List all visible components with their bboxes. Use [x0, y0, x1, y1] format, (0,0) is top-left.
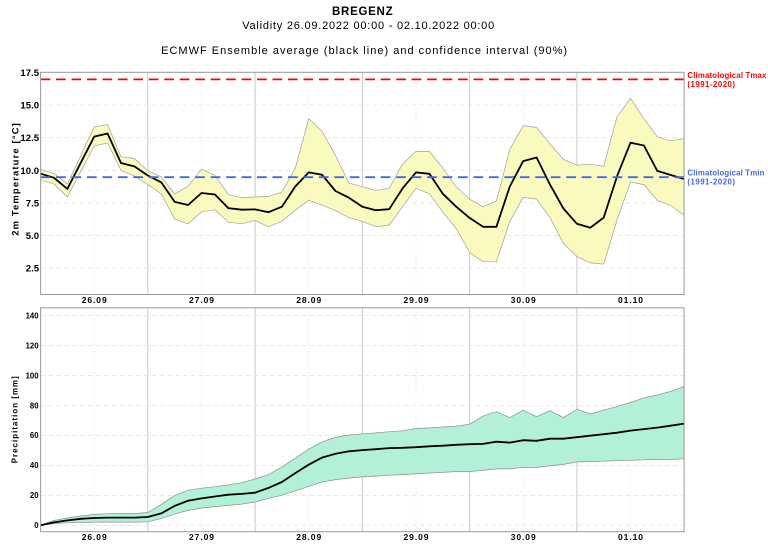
svg-text:Validity 26.09.2022 00:00 - 02: Validity 26.09.2022 00:00 - 02.10.2022 0… — [242, 20, 494, 32]
svg-text:26.09: 26.09 — [82, 532, 107, 542]
svg-text:120: 120 — [26, 341, 40, 350]
svg-text:100: 100 — [26, 371, 40, 380]
svg-text:01.10: 01.10 — [618, 295, 643, 305]
svg-text:ECMWF Ensemble average (black: ECMWF Ensemble average (black line) and … — [161, 45, 567, 57]
svg-text:29.09: 29.09 — [404, 295, 429, 305]
svg-text:2.5: 2.5 — [26, 264, 40, 275]
svg-text:(1991-2020): (1991-2020) — [687, 178, 735, 187]
svg-text:0: 0 — [34, 521, 39, 530]
svg-text:01.10: 01.10 — [618, 532, 643, 542]
svg-text:30.09: 30.09 — [511, 532, 536, 542]
svg-text:7.5: 7.5 — [26, 198, 40, 209]
svg-text:27.09: 27.09 — [189, 532, 214, 542]
svg-text:40: 40 — [30, 461, 39, 470]
svg-text:20: 20 — [30, 491, 39, 500]
svg-text:(1991-2020): (1991-2020) — [687, 80, 735, 89]
svg-text:12.5: 12.5 — [20, 133, 39, 144]
svg-text:27.09: 27.09 — [189, 295, 214, 305]
svg-text:10.0: 10.0 — [20, 166, 39, 177]
svg-text:80: 80 — [30, 401, 39, 410]
svg-text:29.09: 29.09 — [404, 532, 429, 542]
svg-text:5.0: 5.0 — [26, 231, 39, 242]
svg-text:30.09: 30.09 — [511, 295, 536, 305]
svg-text:140: 140 — [26, 312, 40, 321]
svg-text:15.0: 15.0 — [20, 101, 39, 112]
svg-text:60: 60 — [30, 431, 39, 440]
svg-text:28.09: 28.09 — [296, 532, 321, 542]
svg-text:BREGENZ: BREGENZ — [332, 6, 393, 18]
svg-text:28.09: 28.09 — [296, 295, 321, 305]
svg-text:17.5: 17.5 — [20, 68, 39, 79]
svg-text:2m Temperature [°C]: 2m Temperature [°C] — [10, 123, 21, 236]
svg-text:Precipitation [mm]: Precipitation [mm] — [10, 376, 19, 463]
svg-text:26.09: 26.09 — [82, 295, 107, 305]
svg-text:Climatological Tmax: Climatological Tmax — [687, 71, 767, 80]
svg-text:Climatological Tmin: Climatological Tmin — [687, 169, 764, 178]
